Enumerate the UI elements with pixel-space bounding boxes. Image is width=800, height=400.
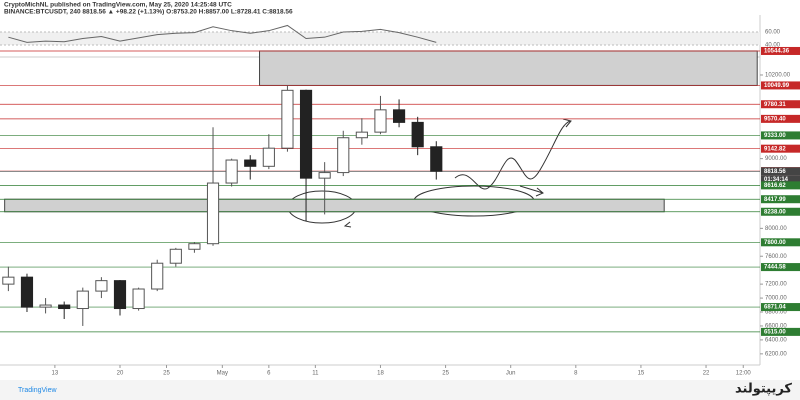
x-tick-label: 11: [312, 371, 319, 377]
level-label: 10544.36: [764, 49, 790, 55]
candle-body: [206, 182, 220, 245]
level-label: 9780.31: [764, 102, 786, 108]
logo: TradingView: [18, 387, 57, 394]
x-tick-label: 13: [52, 371, 59, 377]
arrow-head: [562, 118, 572, 128]
x-tick-label: May: [217, 371, 228, 377]
candle-body: [244, 159, 257, 167]
countdown-tag: [761, 175, 800, 184]
x-tick-label: 25: [442, 371, 449, 377]
level-label: 9333.00: [764, 133, 786, 139]
level-label: 8417.99: [764, 197, 786, 203]
candle-body: [39, 304, 52, 308]
rsi-tick-label: 60.00: [765, 30, 781, 36]
header-line: CryptoMichNL published on TradingView.co…: [4, 2, 232, 9]
level-tag: [761, 46, 800, 55]
candle-body: [374, 109, 387, 133]
candle-body: [58, 304, 71, 310]
y-tick-label: 6400.00: [765, 337, 787, 343]
candle-body: [225, 159, 238, 184]
level-label: 8616.62: [764, 183, 786, 189]
y-tick-label: 6600.00: [765, 324, 787, 330]
level-label: 7800.00: [764, 240, 786, 246]
x-tick-label: 18: [377, 371, 384, 377]
y-tick-label: 6200.00: [765, 351, 787, 357]
level-label: 8818.56: [764, 169, 786, 175]
arrow: [519, 185, 544, 197]
candle-body: [132, 288, 145, 310]
y-tick-label: 7600.00: [765, 254, 787, 260]
level-label: 6515.00: [764, 329, 786, 335]
level-label: 7444.58: [764, 265, 786, 271]
level-label: 10049.99: [764, 83, 790, 89]
candle-body: [95, 280, 108, 292]
candle-body: [430, 146, 443, 172]
y-tick-label: 10200.00: [765, 73, 791, 79]
candle-body: [2, 276, 15, 285]
y-tick-label: 9000.00: [765, 156, 787, 162]
x-tick-label: 20: [117, 371, 124, 377]
level-label: 6871.04: [764, 305, 786, 311]
rsi-band: [0, 31, 760, 45]
countdown: 01:34:14: [764, 177, 789, 183]
y-tick-label: 6800.00: [765, 310, 787, 316]
level-tag: [761, 181, 800, 190]
x-tick-label: 22: [703, 371, 710, 377]
zone: [259, 50, 758, 86]
level-tag: [761, 144, 800, 153]
x-tick-label: 15: [638, 371, 645, 377]
x-tick-label: 8: [574, 371, 578, 377]
candle-body: [151, 262, 164, 290]
candle-body: [318, 172, 331, 179]
candle-body: [299, 89, 313, 179]
level-tag: [761, 195, 800, 204]
watermark: کریپتولند: [735, 382, 792, 397]
level-tag: [761, 81, 800, 90]
candle-body: [355, 131, 368, 139]
footer: [0, 380, 800, 400]
x-tick-label: 25: [163, 371, 170, 377]
candle-body: [113, 280, 127, 310]
level-tag: [761, 207, 800, 216]
candle-body: [411, 121, 424, 148]
x-tick-label: 12:00: [736, 371, 752, 377]
level-tag: [761, 238, 800, 247]
candle-body: [76, 290, 89, 310]
header-line: BINANCE:BTCUSDT, 240 8818.56 ▲ +98.22 (+…: [4, 9, 293, 16]
rsi-line: [8, 24, 437, 43]
candle-body: [281, 89, 294, 149]
level-tag: [761, 114, 800, 123]
level-label: 9142.82: [764, 146, 786, 152]
arrow: [343, 221, 352, 228]
y-tick-label: 7000.00: [765, 296, 787, 302]
level-tag: [761, 167, 800, 176]
level-tag: [761, 303, 800, 312]
x-tick-label: Jun: [506, 371, 516, 377]
candle-body: [392, 109, 406, 123]
level-tag: [761, 327, 800, 336]
level-tag: [761, 100, 800, 109]
candle-body: [262, 147, 275, 167]
level-tag: [761, 131, 800, 140]
level-label: 8238.00: [764, 209, 786, 215]
level-tag: [761, 263, 800, 272]
candle-body: [169, 248, 182, 264]
y-tick-label: 8000.00: [765, 226, 787, 232]
candle-body: [337, 137, 350, 174]
projection-path: [454, 120, 571, 190]
x-tick-label: 6: [267, 371, 271, 377]
rsi-tick-label: 40.00: [765, 43, 781, 49]
candle-body: [188, 243, 201, 250]
zone: [4, 198, 665, 213]
level-label: 9570.40: [764, 116, 786, 122]
y-tick-label: 7200.00: [765, 282, 787, 288]
candle-body: [20, 276, 34, 308]
